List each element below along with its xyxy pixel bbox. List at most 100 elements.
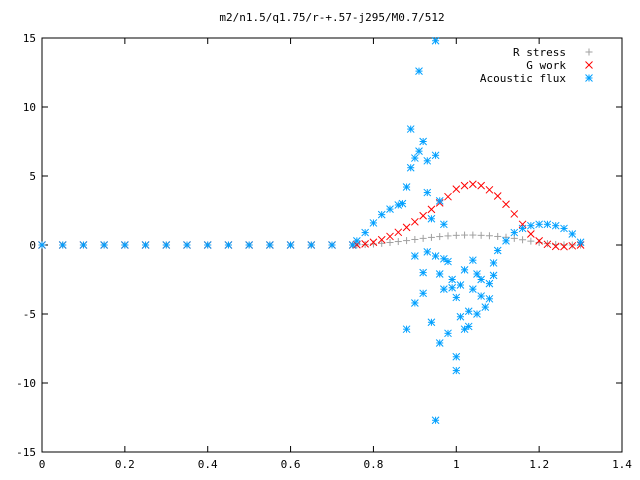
data-point xyxy=(423,248,432,256)
y-tick-label: -5 xyxy=(23,308,36,321)
data-point xyxy=(464,322,473,331)
data-point xyxy=(493,246,502,255)
data-point xyxy=(328,241,336,249)
data-point xyxy=(502,237,510,245)
data-point xyxy=(394,228,403,237)
data-point xyxy=(141,241,150,249)
data-point xyxy=(469,256,477,265)
data-point xyxy=(477,181,485,190)
data-point xyxy=(38,241,46,249)
data-point xyxy=(100,241,108,249)
data-point xyxy=(415,67,423,75)
legend-marker xyxy=(585,61,593,69)
legend-label: G work xyxy=(526,59,566,72)
data-point xyxy=(494,232,502,240)
data-point xyxy=(423,156,432,165)
data-point xyxy=(461,231,469,239)
data-point xyxy=(518,224,527,233)
data-point xyxy=(448,283,456,292)
data-point xyxy=(460,265,469,274)
data-point xyxy=(452,185,461,193)
data-point xyxy=(473,270,481,278)
data-point xyxy=(402,325,411,334)
data-point xyxy=(477,292,485,300)
data-point xyxy=(469,231,477,239)
y-tick-label: 0 xyxy=(29,239,36,252)
data-point xyxy=(386,232,394,241)
data-point xyxy=(419,137,427,146)
data-point xyxy=(423,188,432,197)
legend-label: Acoustic flux xyxy=(480,72,566,85)
data-point xyxy=(419,234,427,242)
data-point xyxy=(377,210,386,219)
data-point xyxy=(440,220,448,229)
y-tick-label: 10 xyxy=(23,101,36,114)
data-point xyxy=(266,241,274,249)
data-point xyxy=(460,325,469,334)
data-point xyxy=(411,299,419,307)
data-point xyxy=(377,235,386,244)
data-point xyxy=(452,293,461,302)
data-point xyxy=(551,221,560,230)
data-point xyxy=(402,223,411,232)
data-point xyxy=(510,210,519,218)
legend-marker xyxy=(585,48,593,56)
y-tick-label: 15 xyxy=(23,32,36,45)
data-point xyxy=(456,281,465,289)
data-point xyxy=(568,230,577,238)
data-point xyxy=(411,252,419,260)
data-point xyxy=(427,318,436,327)
data-point xyxy=(444,192,452,201)
data-point xyxy=(452,231,460,239)
data-point xyxy=(560,242,568,251)
data-point xyxy=(402,183,411,191)
data-point xyxy=(535,239,543,247)
data-point xyxy=(452,366,461,375)
y-tick-label: 5 xyxy=(29,170,36,183)
data-marks xyxy=(38,36,585,425)
legend-label: R stress xyxy=(513,46,566,59)
data-point xyxy=(406,125,415,133)
axes: 0 0.2 0.4 0.6 0.8 1 1.2 1.4 15 10 5 0 -5 -10 -15 xyxy=(16,32,632,471)
data-point xyxy=(286,241,295,249)
data-point xyxy=(543,240,552,249)
data-point xyxy=(427,214,436,223)
data-point xyxy=(485,294,494,303)
data-point xyxy=(527,237,535,245)
data-point xyxy=(477,275,485,284)
x-tick-label: 0.6 xyxy=(281,458,301,471)
data-point xyxy=(431,36,440,45)
data-point xyxy=(398,199,407,208)
data-point xyxy=(485,279,494,288)
x-tick-label: 0.2 xyxy=(115,458,135,471)
data-point xyxy=(436,233,444,241)
data-point xyxy=(369,219,378,227)
data-point xyxy=(527,230,535,238)
data-point xyxy=(431,416,440,425)
data-point xyxy=(440,285,448,294)
x-tick-label: 1.2 xyxy=(529,458,549,471)
data-point xyxy=(361,228,369,237)
data-point xyxy=(162,241,171,249)
data-point xyxy=(460,181,469,190)
data-point xyxy=(431,252,440,260)
data-point xyxy=(435,270,444,278)
data-point xyxy=(456,312,465,321)
data-point xyxy=(489,259,498,267)
data-point xyxy=(440,254,448,263)
data-point xyxy=(121,241,129,249)
data-point xyxy=(419,289,427,298)
x-tick-label: 0.4 xyxy=(198,458,218,471)
data-point xyxy=(419,211,427,220)
x-tick-label: 0.8 xyxy=(363,458,383,471)
data-point xyxy=(431,151,440,160)
data-point xyxy=(203,241,212,249)
data-point xyxy=(568,241,576,249)
data-point xyxy=(419,268,427,277)
series-g-work xyxy=(38,180,585,251)
data-point xyxy=(481,303,490,311)
data-point xyxy=(415,147,423,156)
data-point xyxy=(473,310,481,318)
